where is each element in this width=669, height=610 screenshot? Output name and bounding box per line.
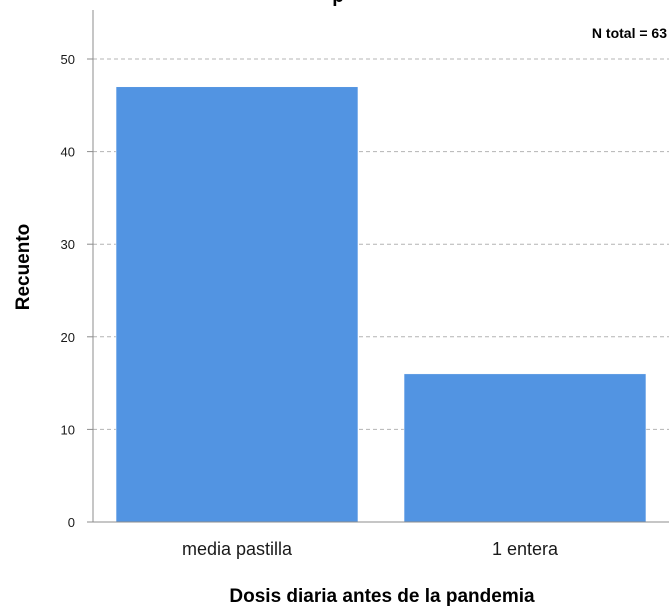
y-axis-ticks: 0 10 20 30 40 50 <box>61 52 93 530</box>
y-tick-label: 30 <box>61 237 75 252</box>
y-tick-label: 20 <box>61 330 75 345</box>
x-axis-title: Dosis diaria antes de la pandemia <box>229 586 535 607</box>
bar-media-pastilla <box>115 86 359 523</box>
n-total-annotation: N total = 63 <box>592 25 667 41</box>
y-tick-label: 40 <box>61 145 75 160</box>
bars <box>115 86 647 523</box>
chart-title-fragment: p <box>332 0 344 7</box>
bar-1-entera <box>403 373 647 523</box>
x-axis-categories: media pastilla 1 entera <box>182 539 559 559</box>
y-tick-label: 0 <box>68 515 75 530</box>
y-tick-label: 10 <box>61 422 75 437</box>
y-tick-label: 50 <box>61 52 75 67</box>
x-category-label: 1 entera <box>492 539 559 559</box>
x-category-label: media pastilla <box>182 539 293 559</box>
y-axis-title: Recuento <box>13 224 34 311</box>
